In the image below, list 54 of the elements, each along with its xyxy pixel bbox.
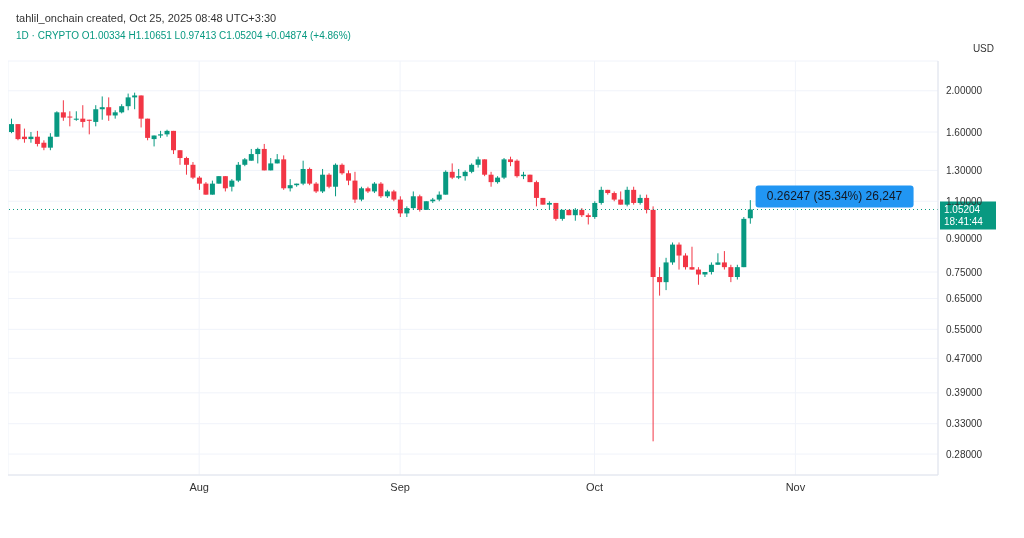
y-tick-label: 0.39000	[946, 387, 983, 399]
y-tick-label: 0.33000	[946, 418, 983, 430]
y-tick-label: 0.47000	[946, 352, 983, 364]
y-tick-label: 1.10000	[946, 195, 983, 207]
y-tick-label: 0.65000	[946, 293, 983, 305]
y-tick-label: 0.28000	[946, 448, 983, 460]
text: 18:41:44	[944, 216, 984, 228]
candlestick	[352, 171, 358, 204]
candlestick	[177, 149, 183, 166]
candlestick	[533, 180, 539, 207]
candlestick	[138, 94, 144, 128]
candlestick	[676, 241, 682, 271]
chart-title: tahlil_onchain created, Oct 25, 2025 08:48 UTC+3:30	[15, 11, 278, 26]
candlestick	[514, 158, 520, 179]
candlestick	[715, 252, 721, 266]
y-tick-label: 2.00000	[946, 85, 983, 97]
candlestick	[300, 160, 306, 186]
candlestick	[73, 110, 79, 122]
candlestick	[663, 257, 669, 291]
candlestick	[235, 161, 241, 183]
y-axis-title: USD	[972, 43, 994, 54]
candlestick	[637, 194, 643, 206]
candlestick	[99, 95, 105, 121]
candlestick	[333, 162, 339, 197]
x-tick-label: Oct	[585, 480, 604, 493]
candlestick	[443, 169, 449, 196]
candlestick	[80, 104, 86, 128]
y-tick-label: 1.60000	[946, 126, 983, 138]
candlestick	[183, 156, 189, 176]
candlestick	[106, 96, 112, 122]
annotation: 0.26247 (35.34%) 26,247	[766, 189, 903, 204]
y-tick-label: 1.30000	[946, 164, 983, 176]
chart-subtitle: 1D · CRYPTO O1.00334 H1.10651 L0.97413 C1.05204 +0.04874 (+4.86%)	[15, 29, 352, 43]
candlestick	[670, 241, 676, 266]
candlestick	[397, 195, 403, 218]
candlestick	[624, 186, 630, 207]
candlestick	[501, 157, 507, 180]
candlestick	[93, 104, 99, 127]
candlestick	[475, 156, 481, 169]
y-tick-label: 0.75000	[946, 266, 983, 278]
candlestick	[261, 143, 267, 171]
candlestick	[320, 168, 326, 194]
candlestick	[689, 246, 695, 271]
candlestick	[721, 250, 727, 271]
y-tick-label: 0.55000	[946, 323, 983, 335]
x-tick-label: Aug	[189, 480, 209, 493]
candlestick	[657, 266, 663, 297]
ref-line-label: 1.05204	[944, 204, 981, 216]
y-tick-label: 0.90000	[946, 232, 983, 244]
candlestick	[644, 194, 650, 214]
x-tick-label: Sep	[390, 480, 410, 493]
candlestick	[488, 171, 494, 188]
x-tick-label: Nov	[785, 480, 806, 493]
candlestick	[365, 186, 371, 194]
